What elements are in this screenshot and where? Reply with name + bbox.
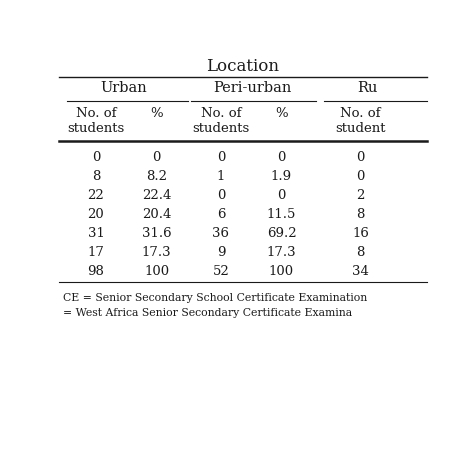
Text: 9: 9 <box>217 246 225 259</box>
Text: 11.5: 11.5 <box>267 208 296 221</box>
Text: 69.2: 69.2 <box>267 227 296 240</box>
Text: 34: 34 <box>352 265 369 278</box>
Text: %: % <box>275 107 288 120</box>
Text: Peri-urban: Peri-urban <box>213 81 292 95</box>
Text: 0: 0 <box>153 151 161 164</box>
Text: Urban: Urban <box>100 81 147 95</box>
Text: students: students <box>67 121 125 135</box>
Text: CE = Senior Secondary School Certificate Examination: CE = Senior Secondary School Certificate… <box>63 293 367 303</box>
Text: 52: 52 <box>212 265 229 278</box>
Text: 0: 0 <box>217 151 225 164</box>
Text: 6: 6 <box>217 208 225 221</box>
Text: 16: 16 <box>352 227 369 240</box>
Text: 100: 100 <box>144 265 169 278</box>
Text: 8: 8 <box>356 208 365 221</box>
Text: 0: 0 <box>356 170 365 183</box>
Text: 8: 8 <box>92 170 100 183</box>
Text: student: student <box>335 121 386 135</box>
Text: 0: 0 <box>217 189 225 202</box>
Text: 22: 22 <box>88 189 104 202</box>
Text: 8.2: 8.2 <box>146 170 167 183</box>
Text: 0: 0 <box>277 151 286 164</box>
Text: %: % <box>150 107 163 120</box>
Text: 17.3: 17.3 <box>267 246 296 259</box>
Text: 31.6: 31.6 <box>142 227 172 240</box>
Text: 1: 1 <box>217 170 225 183</box>
Text: 22.4: 22.4 <box>142 189 171 202</box>
Text: 100: 100 <box>269 265 294 278</box>
Text: students: students <box>192 121 249 135</box>
Text: 2: 2 <box>356 189 365 202</box>
Text: 17.3: 17.3 <box>142 246 172 259</box>
Text: 17: 17 <box>88 246 104 259</box>
Text: 0: 0 <box>277 189 286 202</box>
Text: 1.9: 1.9 <box>271 170 292 183</box>
Text: 0: 0 <box>356 151 365 164</box>
Text: 20: 20 <box>88 208 104 221</box>
Text: 98: 98 <box>88 265 104 278</box>
Text: Ru: Ru <box>358 81 378 95</box>
Text: 31: 31 <box>88 227 104 240</box>
Text: 0: 0 <box>92 151 100 164</box>
Text: Location: Location <box>206 57 280 74</box>
Text: No. of: No. of <box>340 107 381 120</box>
Text: No. of: No. of <box>76 107 116 120</box>
Text: 36: 36 <box>212 227 229 240</box>
Text: 20.4: 20.4 <box>142 208 171 221</box>
Text: 8: 8 <box>356 246 365 259</box>
Text: No. of: No. of <box>201 107 241 120</box>
Text: = West Africa Senior Secondary Certificate Examina: = West Africa Senior Secondary Certifica… <box>63 308 352 318</box>
